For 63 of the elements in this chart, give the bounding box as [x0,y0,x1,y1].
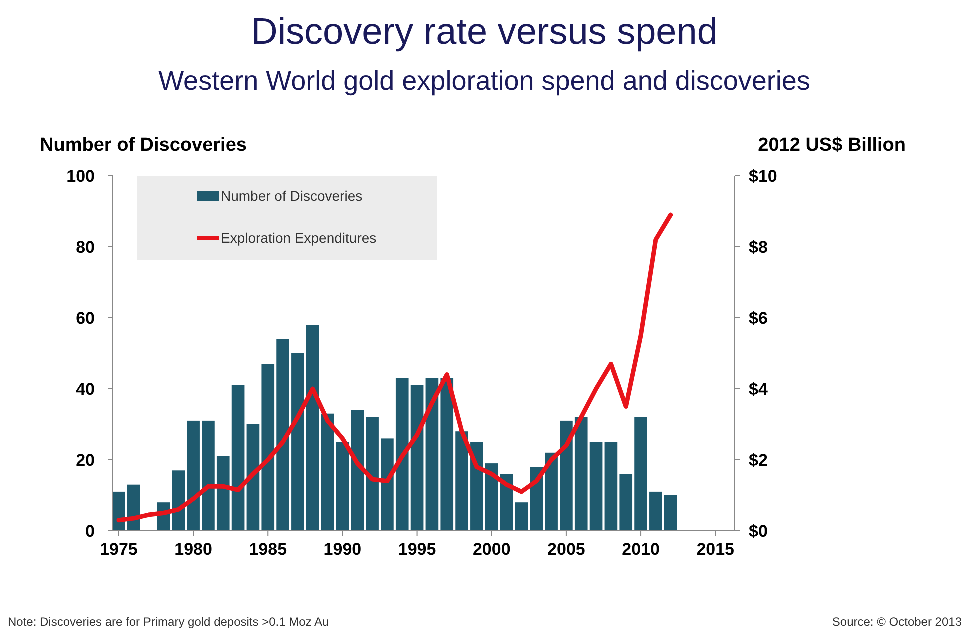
y-tick-label: 20 [76,451,95,470]
y-tick-label: 80 [76,238,95,257]
bar [664,496,678,531]
bar [396,378,409,531]
source-note: Source: © October 2013 [832,615,962,629]
x-tick-label: 2010 [622,540,660,559]
legend-label: Exploration Expenditures [221,230,377,246]
bar [470,442,484,531]
y2-tick-label: $6 [749,309,768,328]
bar [440,378,454,531]
bar [216,456,230,531]
y2-tick-label: $8 [749,238,768,257]
x-tick-label: 1990 [324,540,362,559]
legend-label: Number of Discoveries [221,188,363,204]
bar [574,417,588,531]
bar [306,325,320,531]
x-tick-label: 1980 [174,540,212,559]
bar [127,484,140,531]
x-tick-label: 2000 [472,540,511,559]
text: Note: Discoveries are for Primary gold deposits >0.1 Moz Au [8,615,330,629]
y2-tick-label: $10 [749,167,778,186]
bar [620,474,633,531]
bar [292,354,304,531]
bar [336,442,350,531]
x-tick-label: 1995 [398,540,436,559]
bar [634,417,648,531]
y-tick-label: 60 [76,309,95,328]
chart-subtitle: Western World gold exploration spend and discoveries [158,66,810,96]
x-tick-label: 1975 [100,540,138,559]
x-tick-label: 2005 [548,540,586,559]
bar [560,420,573,531]
bar [321,414,334,531]
bar [381,438,394,531]
y-axis-title: Number of Discoveries [40,135,247,156]
bar [262,364,275,531]
bar [276,339,290,531]
bar [410,385,424,531]
x-tick-label: 1985 [249,540,288,559]
y-tick-label: 100 [66,167,95,186]
bar [515,502,528,531]
bar [202,420,215,531]
bar [456,432,468,531]
bar [246,424,260,531]
y2-tick-label: $2 [749,451,768,470]
x-tick-label: 2015 [696,540,735,559]
bar [485,464,498,531]
bar [172,470,186,531]
bar [366,417,379,531]
y-tick-label: 40 [76,380,95,399]
bar [604,442,618,531]
chart-title: Discovery rate versus spend [251,11,718,52]
bar [650,492,662,531]
line-series [116,212,674,523]
y2-axis-title: 2012 US$ Billion [758,135,906,156]
bar [232,385,245,531]
bar [545,452,558,531]
bar [351,410,364,531]
bar [187,420,200,531]
y2-tick-label: $0 [749,522,768,541]
y2-tick-label: $4 [749,380,768,399]
bar [426,378,439,531]
bar [590,442,603,531]
y-tick-label: 0 [86,522,95,541]
